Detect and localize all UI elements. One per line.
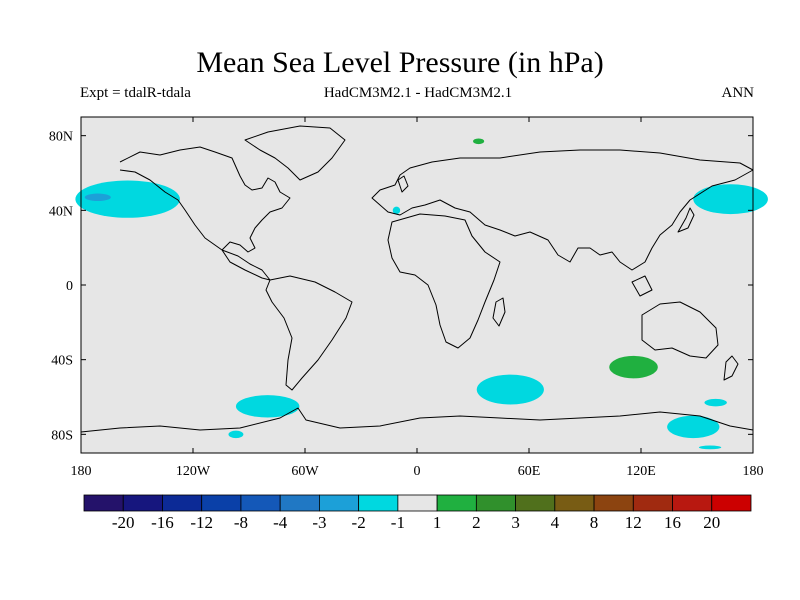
borneo-coast [631, 275, 653, 297]
colorbar-swatch [240, 494, 281, 512]
colorbar-swatch [711, 494, 752, 512]
coastlines [80, 125, 754, 433]
colorbar-swatch [632, 494, 673, 512]
x-tick-label: 60E [518, 464, 541, 479]
anomaly-north-pacific-low [75, 180, 180, 218]
colorbar-label: 12 [625, 513, 642, 532]
anomaly-antarctic-coast-low [698, 445, 722, 450]
africa-coast [387, 213, 501, 349]
greenland-coast [244, 125, 346, 181]
y-tick-label: 0 [66, 279, 73, 294]
anomaly-ross-sea-low [667, 415, 720, 439]
model-comparison-label: HadCM3M2.1 - HadCM3M2.1 [323, 85, 513, 101]
y-tick-label: 80S [51, 428, 73, 443]
colorbar-label: 3 [511, 513, 520, 532]
north-america-coast [119, 146, 291, 281]
colorbar-label: 8 [590, 513, 599, 532]
colorbar-label: 2 [472, 513, 481, 532]
colorbar-swatch [554, 494, 595, 512]
colorbar-swatch [436, 494, 477, 512]
colorbar-swatch [475, 494, 516, 512]
eurasia-coast [371, 149, 754, 271]
map-title: Mean Sea Level Pressure (in hPa) [196, 46, 604, 79]
colorbar-swatch [593, 494, 634, 512]
y-tick-label: 40S [51, 354, 73, 369]
south-america-coast [265, 275, 353, 391]
anomaly-barents-high [473, 138, 485, 145]
anomaly-tasman-low [704, 398, 727, 407]
anomaly-south-indian-high [609, 355, 658, 379]
colorbar-label: -12 [190, 513, 213, 532]
colorbar-label: 20 [703, 513, 720, 532]
colorbar-swatch [122, 494, 163, 512]
colorbar-swatch [319, 494, 360, 512]
colorbar-label: 16 [664, 513, 681, 532]
colorbar-swatch [358, 494, 399, 512]
colorbar-label: -8 [234, 513, 248, 532]
colorbar-swatch [83, 494, 124, 512]
colorbar-label: -4 [273, 513, 288, 532]
anomaly-drake-passage-low [235, 395, 300, 418]
australia-coast [641, 301, 719, 359]
madagascar-coast [492, 297, 506, 327]
x-tick-label: 180 [71, 464, 92, 479]
colorbar-label: -20 [112, 513, 135, 532]
season-label: ANN [721, 85, 755, 101]
new-zealand-coast [723, 355, 739, 381]
anomaly-south-atlantic-indian-low [476, 374, 544, 405]
axis-ticks: 180 120W 60W 0 60E 120E 180 80N 40N 0 40S 80S [49, 117, 764, 479]
colorbar-label: -16 [151, 513, 174, 532]
anomaly-fills [75, 138, 768, 450]
y-tick-label: 80N [49, 130, 73, 145]
colorbar-label: -1 [391, 513, 405, 532]
colorbar-label: -2 [352, 513, 366, 532]
colorbar-swatch [397, 494, 438, 512]
antarctica-coast [80, 407, 754, 433]
y-tick-label: 40N [49, 204, 73, 219]
japan-coast [677, 207, 695, 233]
x-tick-label: 120W [176, 464, 211, 479]
anomaly-nw-pacific-low [693, 184, 768, 215]
colorbar: -20 -16 -12 -8 -4 -3 -2 -1 1 2 3 4 8 12 16 20 [83, 494, 752, 532]
x-tick-label: 180 [743, 464, 764, 479]
x-tick-label: 60W [291, 464, 319, 479]
map-background [81, 117, 753, 453]
british-isles-coast [397, 175, 409, 193]
colorbar-swatch [279, 494, 320, 512]
colorbar-swatch [162, 494, 203, 512]
experiment-label: Expt = tdalR-tdala [80, 85, 191, 101]
colorbar-label: 1 [433, 513, 442, 532]
anomaly-west-mediterranean-low [392, 206, 401, 215]
colorbar-swatch [201, 494, 242, 512]
x-tick-label: 120E [626, 464, 656, 479]
x-tick-label: 0 [414, 464, 421, 479]
colorbar-label: -3 [312, 513, 326, 532]
anomaly-north-pacific-core [84, 193, 111, 201]
anomaly-south-pacific-low [228, 430, 244, 439]
colorbar-label: 4 [551, 513, 560, 532]
colorbar-swatch [672, 494, 713, 512]
colorbar-swatch [515, 494, 556, 512]
